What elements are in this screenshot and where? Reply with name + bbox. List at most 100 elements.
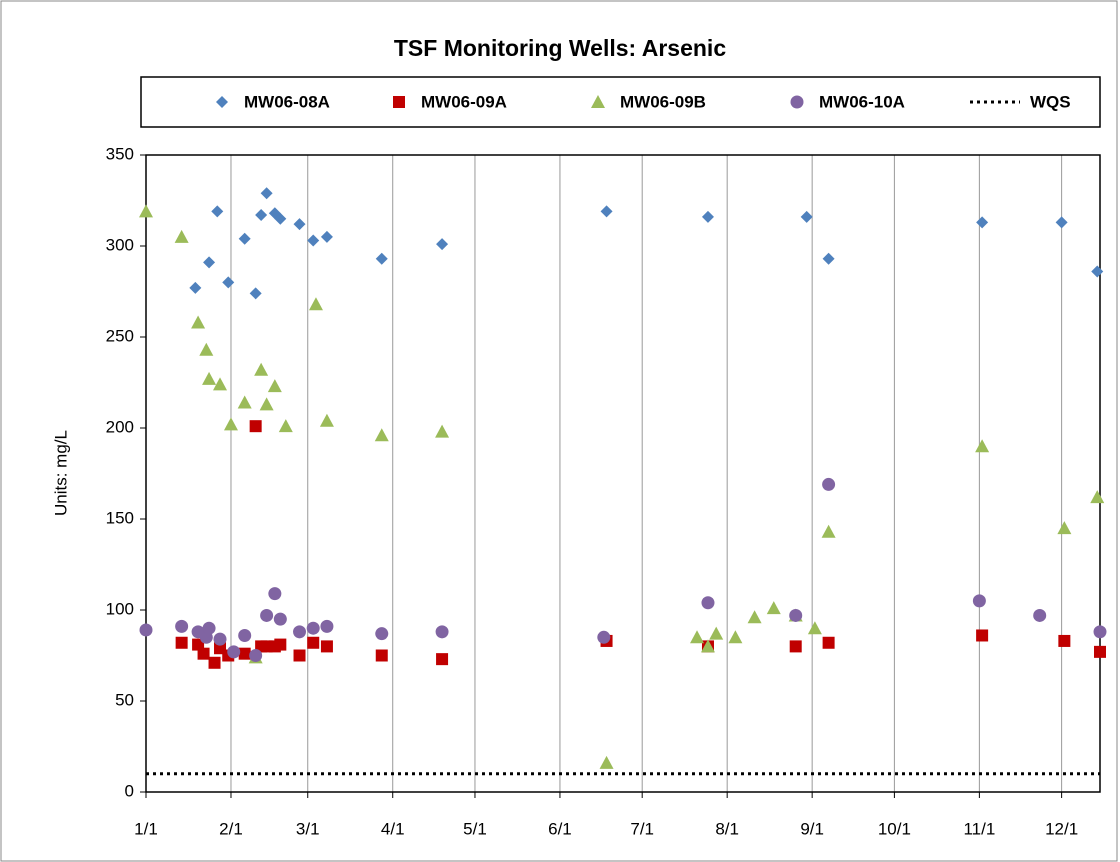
marker (227, 645, 241, 659)
marker (976, 629, 989, 642)
marker (709, 626, 724, 640)
marker (1094, 645, 1106, 658)
marker (1058, 634, 1071, 647)
marker (976, 216, 989, 229)
x-tick-label: 6/1 (548, 819, 572, 838)
marker (1090, 490, 1105, 504)
marker (690, 630, 705, 644)
marker (213, 632, 227, 646)
marker (701, 596, 715, 610)
y-tick-label: 100 (106, 599, 134, 618)
x-tick-label: 11/1 (963, 819, 995, 838)
marker (274, 638, 287, 651)
marker (307, 234, 320, 247)
marker (254, 362, 269, 376)
marker (249, 287, 262, 300)
marker (189, 281, 202, 294)
marker (789, 608, 803, 622)
marker (375, 649, 388, 662)
marker (192, 638, 205, 651)
marker (319, 413, 334, 427)
legend-marker (790, 95, 804, 109)
marker (435, 625, 449, 639)
x-tick-label: 8/1 (715, 819, 739, 838)
x-tick-label: 12/1 (1045, 819, 1078, 838)
marker (766, 601, 781, 615)
x-tick-label: 4/1 (381, 819, 405, 838)
marker (202, 371, 217, 385)
marker (700, 639, 715, 653)
marker (238, 647, 251, 660)
chart-title: TSF Monitoring Wells: Arsenic (394, 35, 726, 61)
marker (599, 755, 614, 769)
legend-label: WQS (1030, 92, 1071, 111)
marker (238, 628, 252, 642)
marker (600, 205, 613, 218)
marker (211, 205, 224, 218)
marker (436, 653, 449, 666)
marker (374, 428, 389, 442)
marker (203, 256, 216, 269)
x-tick-label: 3/1 (296, 819, 320, 838)
marker (789, 640, 802, 653)
x-tick-label: 1/1 (134, 819, 158, 838)
marker (293, 625, 307, 639)
legend-label: MW06-09A (421, 92, 507, 111)
marker (268, 587, 282, 601)
marker (375, 627, 389, 641)
legend-marker (591, 95, 605, 108)
y-tick-label: 150 (106, 508, 134, 527)
marker (435, 424, 450, 438)
marker (260, 187, 273, 200)
y-tick-label: 0 (125, 781, 134, 800)
marker (822, 477, 836, 491)
marker (701, 210, 714, 223)
y-tick-label: 300 (106, 235, 134, 254)
marker (436, 238, 449, 251)
marker (175, 636, 188, 649)
marker (1055, 216, 1068, 229)
marker (293, 218, 306, 231)
x-tick-label: 5/1 (463, 819, 487, 838)
marker (208, 656, 221, 669)
marker (223, 417, 238, 431)
marker (320, 640, 333, 653)
marker (202, 621, 216, 635)
marker (308, 297, 323, 311)
marker (307, 636, 320, 649)
marker (320, 230, 333, 243)
y-tick-label: 200 (106, 417, 134, 436)
marker (747, 610, 762, 624)
x-tick-label: 10/1 (878, 819, 911, 838)
marker (139, 204, 153, 218)
marker (800, 210, 813, 223)
marker (249, 649, 263, 662)
marker (972, 594, 986, 608)
marker (1033, 608, 1047, 622)
marker (1091, 265, 1104, 278)
marker (274, 212, 287, 225)
marker (191, 315, 206, 329)
marker (199, 342, 214, 356)
x-tick-label: 2/1 (219, 819, 243, 838)
marker (375, 252, 388, 265)
plot-area (145, 154, 1101, 793)
legend-label: MW06-09B (620, 92, 706, 111)
x-tick-label: 7/1 (630, 819, 654, 838)
marker (249, 420, 262, 433)
marker (267, 379, 282, 393)
marker (273, 612, 287, 626)
marker (174, 229, 189, 243)
marker (213, 377, 228, 391)
marker (822, 636, 835, 649)
marker (222, 276, 235, 289)
marker (1057, 521, 1072, 535)
marker (728, 630, 743, 644)
y-tick-label: 350 (106, 144, 134, 163)
marker (260, 608, 274, 622)
y-axis-label: Units: mg/L (51, 430, 70, 516)
marker (822, 252, 835, 265)
y-tick-label: 50 (115, 690, 134, 709)
marker (259, 397, 274, 411)
